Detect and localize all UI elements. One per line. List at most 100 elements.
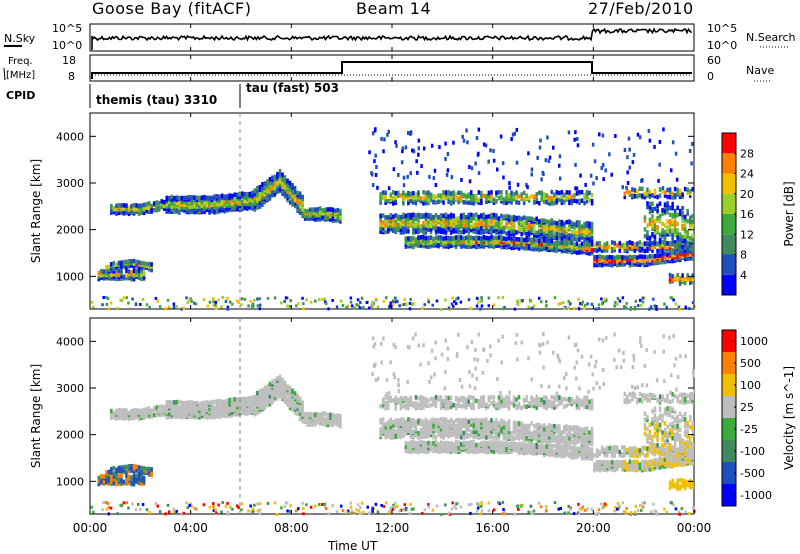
- data-cell: [565, 190, 569, 195]
- data-cell: [530, 434, 533, 439]
- data-cell: [648, 209, 652, 215]
- data-cell: [397, 421, 400, 427]
- data-cell: [198, 195, 201, 201]
- data-cell: [663, 204, 667, 210]
- data-cell: [492, 158, 496, 163]
- data-cell: [213, 399, 216, 405]
- data-cell: [324, 214, 327, 219]
- data-cell: [190, 400, 194, 405]
- freq-tick-bottom: 8: [68, 70, 75, 83]
- data-cell: [658, 257, 662, 262]
- data-cell: [585, 238, 589, 244]
- data-cell: [132, 273, 136, 278]
- data-cell: [368, 150, 371, 155]
- data-cell: [477, 127, 481, 132]
- data-cell: [641, 246, 644, 252]
- data-cell: [273, 185, 277, 191]
- data-cell: [427, 212, 430, 218]
- data-cell: [532, 304, 536, 308]
- data-cell: [525, 237, 528, 242]
- data-cell: [580, 224, 584, 229]
- data-cell: [140, 413, 143, 419]
- data-cell: [465, 417, 468, 423]
- data-cell: [371, 304, 374, 308]
- data-cell: [345, 306, 348, 309]
- data-cell: [188, 410, 191, 415]
- data-cell: [469, 306, 472, 310]
- data-cell: [135, 263, 138, 268]
- data-cell: [135, 268, 138, 273]
- data-cell: [636, 262, 639, 267]
- data-cell: [213, 414, 216, 420]
- data-cell: [120, 481, 123, 486]
- data-cell: [507, 196, 511, 202]
- data-cell: [548, 235, 551, 241]
- data-cell: [505, 436, 508, 442]
- data-cell: [417, 402, 420, 407]
- data-cell: [553, 220, 556, 225]
- data-cell: [384, 215, 387, 220]
- data-cell: [656, 253, 659, 258]
- data-cell: [449, 395, 453, 401]
- data-cell: [392, 214, 395, 219]
- data-cell: [522, 190, 526, 196]
- data-cell: [575, 241, 579, 247]
- data-cell: [492, 228, 496, 234]
- data-cell: [661, 221, 664, 227]
- data-cell: [440, 308, 443, 311]
- data-cell: [452, 213, 455, 218]
- data-cell: [233, 203, 236, 208]
- data-cell: [454, 405, 458, 411]
- data-cell: [461, 134, 464, 139]
- data-cell: [568, 219, 571, 224]
- data-cell: [175, 207, 179, 213]
- data-cell: [198, 210, 201, 215]
- data-cell: [583, 249, 586, 255]
- freq-unit: [MHz]: [6, 70, 35, 81]
- data-cell: [658, 193, 662, 198]
- data-cell: [563, 435, 566, 441]
- data-cell: [291, 195, 294, 201]
- data-cell: [555, 221, 559, 226]
- data-cell: [185, 413, 189, 418]
- data-cell: [671, 201, 674, 207]
- data-cell: [594, 307, 598, 311]
- data-cell: [256, 409, 259, 414]
- data-cell: [200, 400, 204, 406]
- data-cell: [188, 208, 191, 213]
- data-cell: [122, 464, 126, 470]
- data-cell: [517, 303, 520, 306]
- data-cell: [248, 202, 251, 207]
- data-cell: [507, 406, 511, 411]
- data-cell: [434, 200, 438, 205]
- data-cell: [334, 214, 337, 219]
- data-cell: [243, 402, 246, 407]
- data-cell: [671, 191, 674, 196]
- data-cell: [527, 438, 531, 444]
- data-cell: [535, 438, 538, 444]
- data-cell: [373, 128, 377, 133]
- data-cell: [527, 198, 531, 203]
- data-cell: [429, 421, 433, 427]
- data-cell: [480, 200, 483, 206]
- data-cell: [470, 218, 473, 224]
- data-cell: [563, 195, 566, 200]
- data-cell: [278, 383, 282, 389]
- data-cell: [429, 229, 433, 235]
- data-cell: [449, 417, 453, 423]
- data-cell: [408, 301, 412, 305]
- beam-title: Beam 14: [356, 0, 432, 18]
- data-cell: [360, 296, 364, 300]
- data-cell: [195, 195, 199, 200]
- data-cell: [462, 192, 465, 198]
- data-cell: [447, 235, 450, 241]
- data-cell: [402, 175, 406, 180]
- data-cell: [686, 256, 689, 261]
- data-cell: [417, 430, 420, 436]
- data-cell: [553, 395, 556, 400]
- data-cell: [384, 222, 387, 228]
- data-cell: [424, 216, 428, 222]
- data-cell: [512, 243, 516, 248]
- data-cell: [585, 199, 589, 204]
- data-cell: [467, 427, 470, 432]
